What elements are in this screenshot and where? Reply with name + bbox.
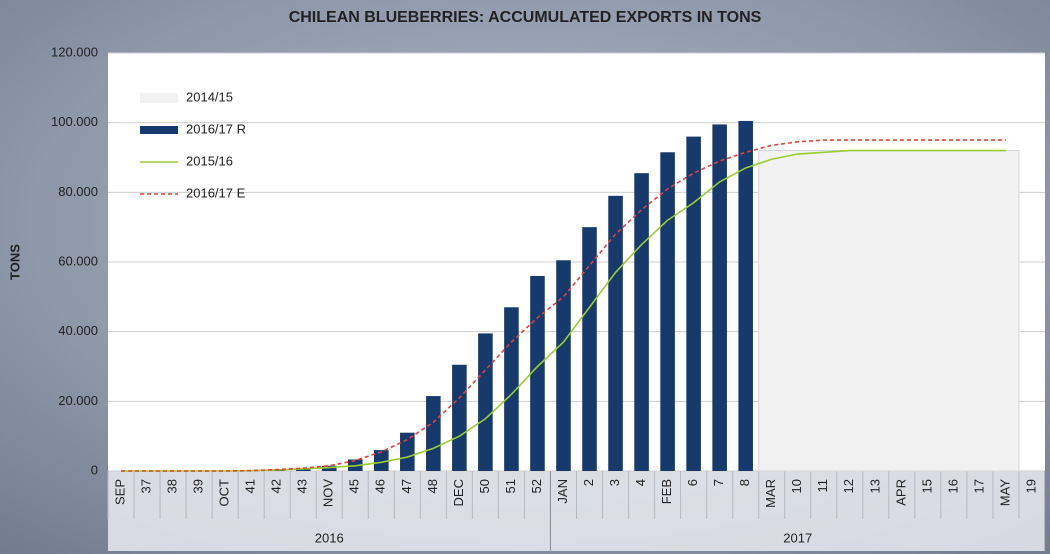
x-tick-label: 48: [425, 479, 440, 493]
bar: [634, 173, 649, 471]
chart: CHILEAN BLUEBERRIES: ACCUMULATED EXPORTS…: [0, 0, 1050, 554]
x-tick-label: 39: [191, 479, 206, 493]
y-tick-label: 60.000: [58, 253, 98, 268]
x-tick-label: 41: [243, 479, 258, 493]
y-tick-label: 20.000: [58, 393, 98, 408]
x-tick-label: 43: [295, 479, 310, 493]
legend-label: 2016/17 R: [186, 121, 246, 136]
bar: [556, 260, 571, 471]
bar: [452, 365, 467, 471]
bar: [608, 196, 623, 471]
x-tick-label: 8: [737, 479, 752, 486]
bar: [712, 124, 727, 471]
bar: [660, 152, 675, 471]
y-tick-label: 120.000: [51, 44, 98, 59]
x-tick-label: 51: [503, 479, 518, 493]
bar: [478, 333, 493, 471]
x-tick-label: 16: [945, 479, 960, 493]
x-tick-label: SEP: [112, 479, 127, 505]
legend-label: 2014/15: [186, 89, 233, 104]
x-tick-label: 6: [685, 479, 700, 486]
x-tick-label: 50: [477, 479, 492, 493]
x-tick-label: 10: [789, 479, 804, 493]
y-axis-title: TONS: [7, 244, 22, 280]
x-tick-label: APR: [893, 479, 908, 506]
x-tick-label: 19: [1023, 479, 1038, 493]
bar: [738, 121, 753, 471]
legend-label: 2015/16: [186, 153, 233, 168]
x-tick-label: 4: [633, 479, 648, 486]
x-tick-label: 7: [711, 479, 726, 486]
x-tick-label: 38: [165, 479, 180, 493]
x-tick-label: FEB: [659, 479, 674, 504]
x-tick-label: 3: [607, 479, 622, 486]
y-tick-label: 80.000: [58, 184, 98, 199]
x-tick-label: 12: [841, 479, 856, 493]
x-tick-label: OCT: [217, 479, 232, 507]
x-tick-label: 11: [815, 479, 830, 493]
x-group-label: 2016: [315, 530, 344, 545]
x-tick-label: 2: [581, 479, 596, 486]
chart-title: CHILEAN BLUEBERRIES: ACCUMULATED EXPORTS…: [289, 9, 762, 26]
x-tick-label: 52: [529, 479, 544, 493]
x-tick-label: MAR: [763, 479, 778, 508]
bar: [582, 227, 597, 471]
bar: [686, 137, 701, 471]
y-tick-label: 40.000: [58, 323, 98, 338]
x-tick-label: DEC: [451, 479, 466, 506]
bar: [530, 276, 545, 471]
x-tick-label: 47: [399, 479, 414, 493]
x-tick-label: NOV: [321, 479, 336, 508]
x-tick-label: 45: [347, 479, 362, 493]
x-tick-label: 13: [867, 479, 882, 493]
bar: [400, 433, 415, 471]
x-tick-label: 46: [373, 479, 388, 493]
x-tick-label: MAY: [997, 479, 1012, 507]
x-group-label: 2017: [783, 530, 812, 545]
legend-label: 2016/17 E: [186, 185, 246, 200]
x-tick-label: 15: [919, 479, 934, 493]
x-tick-label: 37: [138, 479, 153, 493]
bar: [426, 396, 441, 471]
x-tick-label: 17: [971, 479, 986, 493]
x-tick-label: JAN: [555, 479, 570, 504]
area: [759, 151, 1019, 471]
y-tick-label: 100.000: [51, 114, 98, 129]
x-tick-label: 42: [269, 479, 284, 493]
y-tick-label: 0: [91, 462, 98, 477]
